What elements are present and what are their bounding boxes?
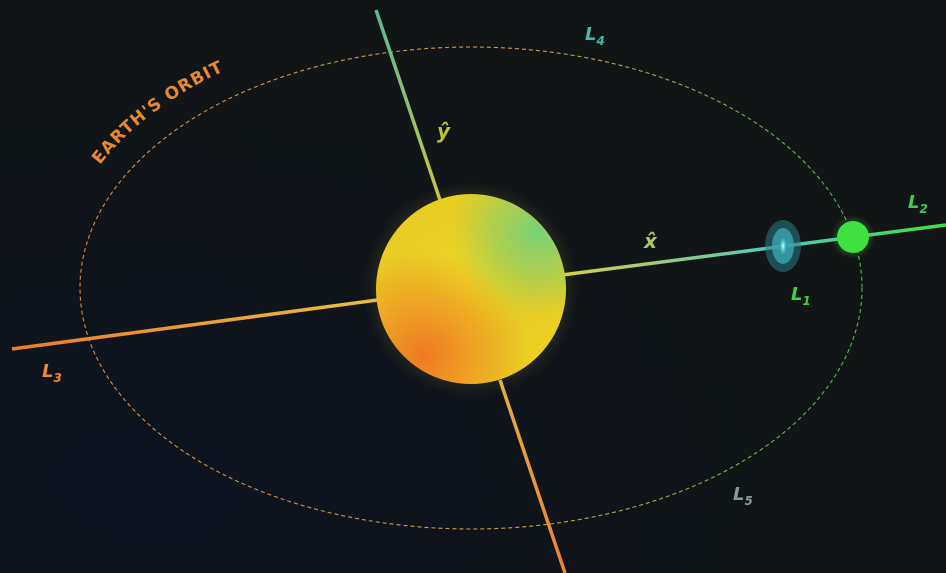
y-axis-upper bbox=[374, 9, 442, 201]
l1-label: L1 bbox=[791, 284, 811, 308]
l2-label: L2 bbox=[908, 192, 928, 216]
x-axis-left bbox=[11, 297, 386, 351]
l5-label: L5 bbox=[733, 484, 753, 508]
l3-label: L3 bbox=[42, 361, 62, 385]
sun-icon bbox=[376, 194, 566, 384]
x-axis-right bbox=[561, 223, 946, 277]
y-axis-lower bbox=[498, 379, 567, 573]
l1-marker-icon bbox=[765, 220, 801, 272]
x-axis-label: x̂ bbox=[643, 229, 658, 253]
y-axis-label: ŷ bbox=[437, 119, 451, 143]
l4-label: L4 bbox=[585, 24, 605, 48]
earth-orbit-path bbox=[79, 46, 863, 530]
earth-icon bbox=[837, 221, 869, 253]
